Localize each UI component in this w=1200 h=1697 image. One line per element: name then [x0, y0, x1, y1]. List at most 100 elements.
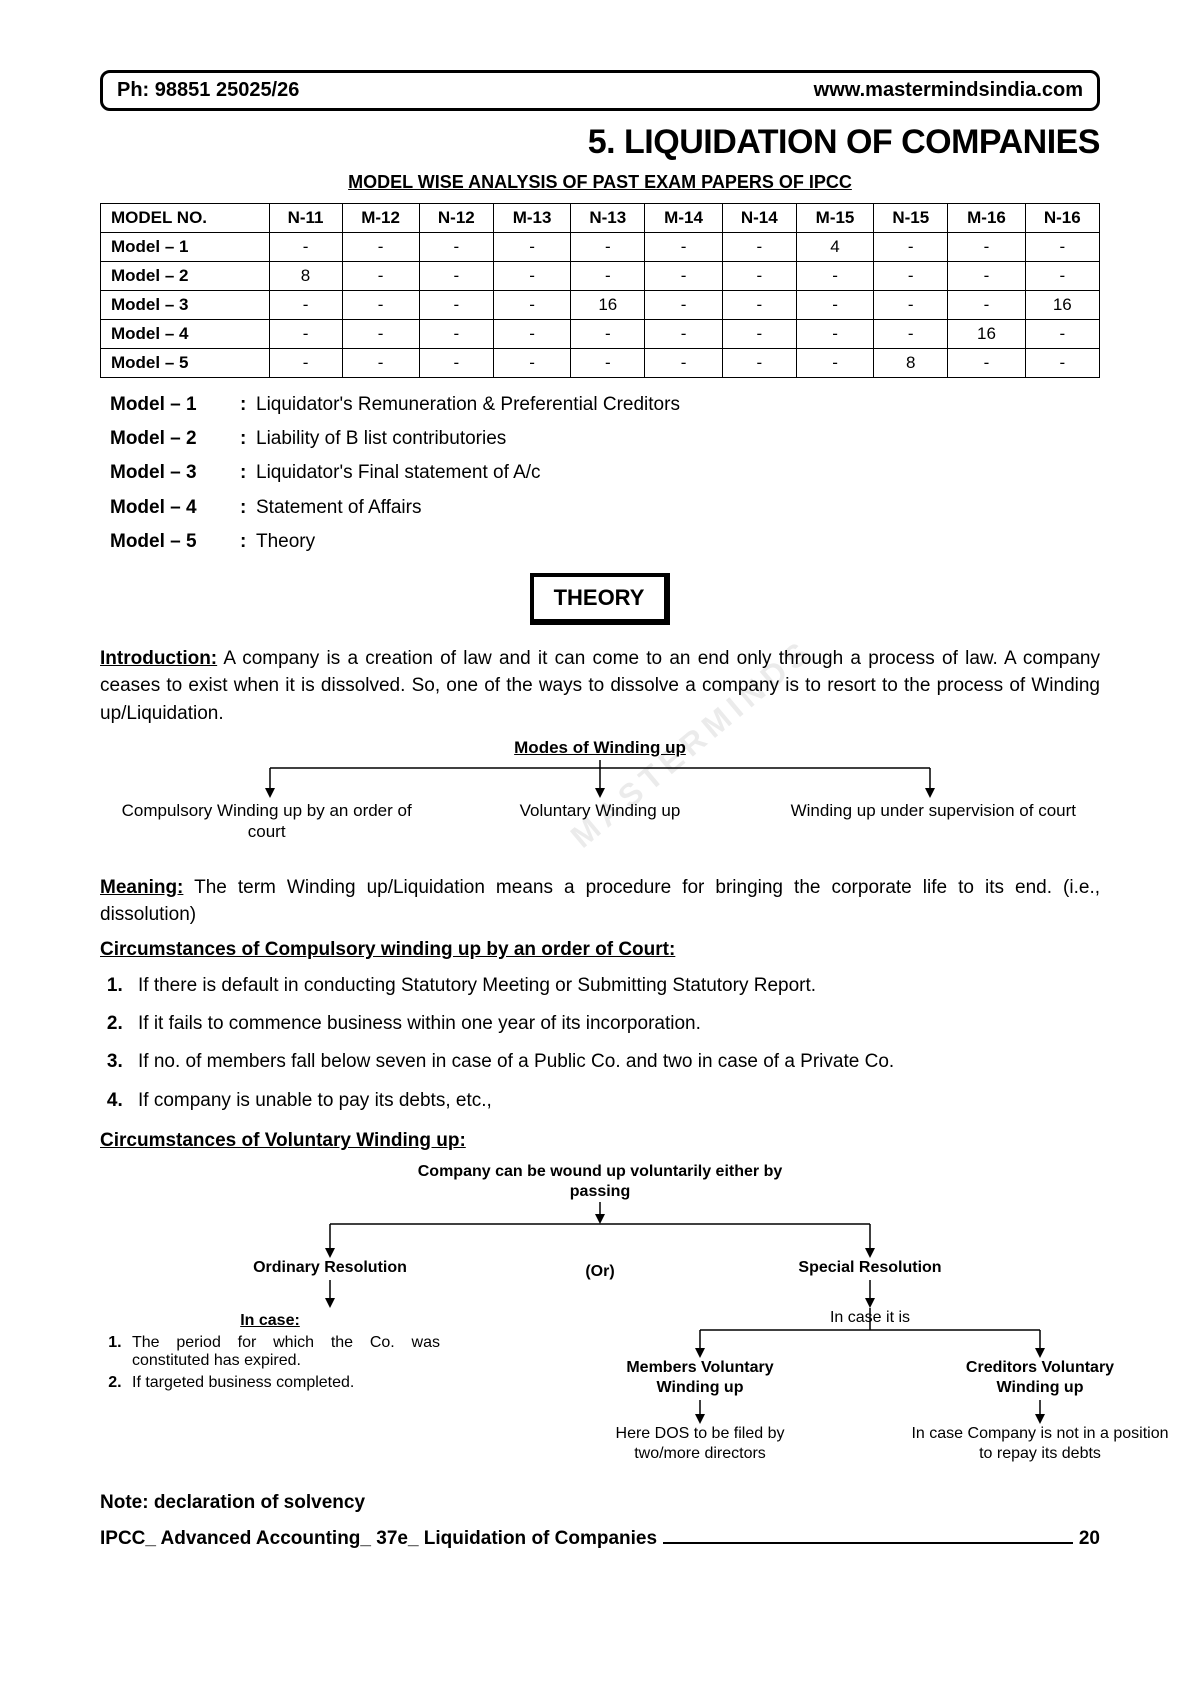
phone-label: Ph: 98851 25025/26 [117, 79, 299, 102]
table-cell: 16 [571, 291, 645, 320]
table-cell: - [645, 320, 722, 349]
compulsory-heading: Circumstances of Compulsory winding up b… [100, 939, 1100, 961]
model-desc: Liability of B list contributories [256, 422, 506, 456]
table-cell: - [722, 320, 796, 349]
table-cell: - [722, 233, 796, 262]
table-cell: Model – 4 [101, 320, 270, 349]
voluntary-diagram: Company can be wound up voluntarily eith… [100, 1162, 1100, 1482]
colon: : [240, 525, 256, 559]
table-cell: - [948, 291, 1025, 320]
table-row: Model – 5--------8-- [101, 349, 1100, 378]
table-cell: 8 [874, 349, 948, 378]
table-cell: - [269, 349, 342, 378]
model-label: Model – 2 [110, 422, 240, 456]
table-cell: - [493, 262, 570, 291]
list-item: If it fails to commence business within … [128, 1009, 1100, 1039]
model-label: Model – 1 [110, 388, 240, 422]
incase-head: In case: [170, 1312, 370, 1330]
list-item: The period for which the Co. was constit… [126, 1334, 440, 1370]
mode-branch-3: Winding up under supervision of court [783, 800, 1083, 843]
table-header: M-15 [796, 204, 873, 233]
or-label: (Or) [560, 1262, 640, 1282]
footer-line [663, 1542, 1073, 1544]
model-desc-row: Model – 3: Liquidator's Final statement … [110, 456, 1100, 490]
table-cell: - [571, 320, 645, 349]
vol-top: Company can be wound up voluntarily eith… [410, 1162, 790, 1202]
table-cell: 16 [1025, 291, 1099, 320]
table-cell: - [1025, 233, 1099, 262]
table-header: N-11 [269, 204, 342, 233]
table-cell: - [571, 262, 645, 291]
table-cell: - [342, 349, 419, 378]
site-label: www.mastermindsindia.com [814, 79, 1083, 102]
model-label: Model – 4 [110, 491, 240, 525]
model-desc: Theory [256, 525, 315, 559]
table-cell: - [645, 349, 722, 378]
table-cell: - [571, 233, 645, 262]
table-cell: - [1025, 320, 1099, 349]
model-desc: Liquidator's Final statement of A/c [256, 456, 541, 490]
ordinary-res: Ordinary Resolution [230, 1258, 430, 1278]
model-desc: Statement of Affairs [256, 491, 421, 525]
table-cell: - [796, 291, 873, 320]
chapter-title: 5. LIQUIDATION OF COMPANIES [100, 123, 1100, 162]
colon: : [240, 388, 256, 422]
table-cell: Model – 3 [101, 291, 270, 320]
table-header: MODEL NO. [101, 204, 270, 233]
table-header: N-15 [874, 204, 948, 233]
table-header: N-16 [1025, 204, 1099, 233]
special-res: Special Resolution [780, 1258, 960, 1278]
theory-badge: THEORY [530, 573, 670, 625]
footer-page: 20 [1079, 1528, 1100, 1550]
table-row: Model – 1-------4--- [101, 233, 1100, 262]
model-desc-row: Model – 2: Liability of B list contribut… [110, 422, 1100, 456]
list-item: If targeted business completed. [126, 1374, 440, 1392]
analysis-table: MODEL NO.N-11M-12N-12M-13N-13M-14N-14M-1… [100, 203, 1100, 378]
table-row: Model – 4---------16- [101, 320, 1100, 349]
mode-branch-1: Compulsory Winding up by an order of cou… [117, 800, 417, 843]
creditors-winding: Creditors Voluntary Winding up [940, 1358, 1140, 1398]
modes-title: Modes of Winding up [514, 738, 686, 758]
list-item: If company is unable to pay its debts, e… [128, 1086, 1100, 1116]
members-winding: Members Voluntary Winding up [600, 1358, 800, 1398]
mode-branch-2: Voluntary Winding up [450, 800, 750, 843]
table-cell: - [948, 233, 1025, 262]
table-cell: - [645, 233, 722, 262]
table-cell: - [948, 262, 1025, 291]
incase-it-is: In case it is [800, 1308, 940, 1328]
table-cell: - [269, 291, 342, 320]
table-cell: - [493, 320, 570, 349]
table-cell: - [419, 262, 493, 291]
table-header: M-12 [342, 204, 419, 233]
modes-diagram: Modes of Winding up Compulsory Winding u… [100, 738, 1100, 858]
table-cell: Model – 1 [101, 233, 270, 262]
table-cell: - [493, 349, 570, 378]
table-cell: - [342, 291, 419, 320]
table-header: N-12 [419, 204, 493, 233]
list-item: If no. of members fall below seven in ca… [128, 1047, 1100, 1077]
meaning-lead: Meaning: [100, 877, 183, 898]
table-cell: 16 [948, 320, 1025, 349]
compulsory-list: If there is default in conducting Statut… [128, 971, 1100, 1117]
solvency-note: Note: declaration of solvency [100, 1492, 1100, 1514]
table-cell: - [1025, 349, 1099, 378]
table-cell: - [419, 291, 493, 320]
model-desc-row: Model – 4: Statement of Affairs [110, 491, 1100, 525]
model-desc-row: Model – 1: Liquidator's Remuneration & P… [110, 388, 1100, 422]
table-cell: - [1025, 262, 1099, 291]
header-bar: Ph: 98851 25025/26 www.mastermindsindia.… [100, 70, 1100, 111]
table-header: M-13 [493, 204, 570, 233]
members-sub: Here DOS to be filed by two/more directo… [590, 1424, 810, 1464]
analysis-subtitle: MODEL WISE ANALYSIS OF PAST EXAM PAPERS … [100, 172, 1100, 193]
table-cell: - [342, 262, 419, 291]
colon: : [240, 456, 256, 490]
model-label: Model – 3 [110, 456, 240, 490]
table-cell: - [269, 320, 342, 349]
table-cell: 8 [269, 262, 342, 291]
incase-block: In case: The period for which the Co. wa… [100, 1312, 440, 1396]
meaning-paragraph: Meaning: The term Winding up/Liquidation… [100, 874, 1100, 929]
table-cell: 4 [796, 233, 873, 262]
table-cell: - [645, 262, 722, 291]
table-header: M-16 [948, 204, 1025, 233]
colon: : [240, 491, 256, 525]
